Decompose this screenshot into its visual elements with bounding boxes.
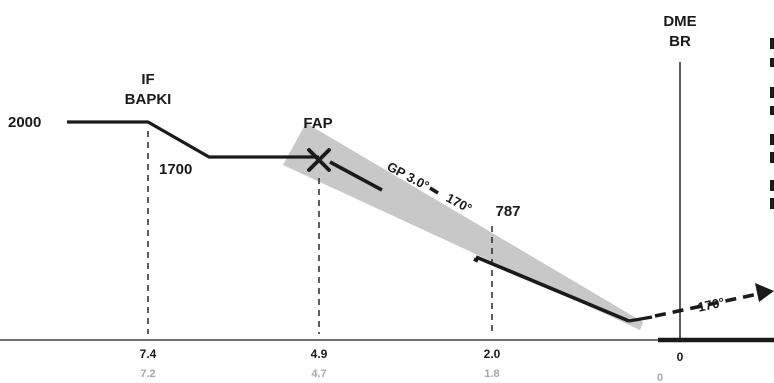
distance-secondary: 7.2: [140, 368, 155, 380]
altitude-check: 787: [495, 203, 520, 220]
distance-secondary: 0: [657, 372, 663, 383]
fap-label: FAP: [303, 115, 332, 132]
fap-cross-icon: [307, 148, 331, 172]
glidepath-segment: [475, 255, 630, 323]
missed-approach-course: 170°: [696, 294, 725, 314]
cropped-text-stubs: [770, 38, 774, 209]
glidepath-segment: [329, 160, 383, 192]
if-name: BAPKI: [125, 91, 172, 108]
distance-primary: 7.4: [140, 347, 157, 361]
distance-primary: 0: [677, 350, 684, 364]
missed-approach-arrowhead: [755, 283, 774, 302]
dme-name: BR: [669, 33, 691, 50]
distance-primary: 4.9: [311, 347, 328, 361]
if-label: IF: [141, 71, 154, 88]
altitude-start: 2000: [8, 114, 41, 131]
glidepath-shade: [283, 123, 643, 330]
distance-secondary: 4.7: [311, 368, 326, 380]
glidepath-segment: [429, 186, 439, 195]
approach-path-line: [67, 120, 319, 159]
glidepath-segment: [473, 257, 479, 263]
level-off-line: [628, 315, 653, 323]
distance-secondary: 1.8: [484, 368, 499, 380]
dme-label: DME: [663, 13, 696, 30]
distance-primary: 2.0: [484, 347, 501, 361]
altitude-intermediate: 1700: [159, 161, 192, 178]
